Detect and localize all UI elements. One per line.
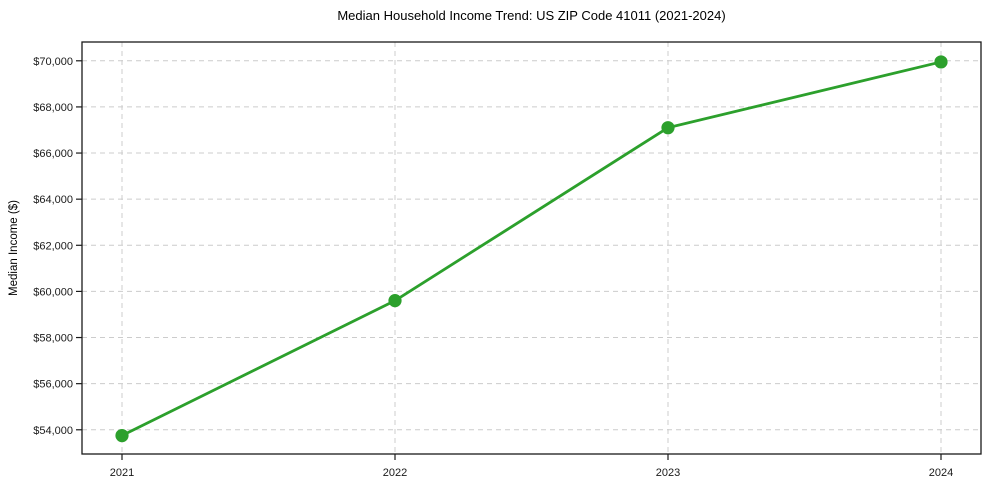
- y-tick-label: $56,000: [33, 379, 73, 391]
- chart-title: Median Household Income Trend: US ZIP Co…: [337, 8, 726, 23]
- y-tick-label: $62,000: [33, 240, 73, 252]
- data-point-2022: [388, 294, 402, 308]
- y-tick-label: $54,000: [33, 425, 73, 437]
- plot-border: [81, 41, 982, 455]
- y-tick-label: $70,000: [33, 56, 73, 68]
- y-tick-label: $66,000: [33, 148, 73, 160]
- data-point-2021: [115, 428, 129, 443]
- y-tick-label: $60,000: [33, 286, 73, 298]
- x-tick-label: 2021: [110, 467, 134, 479]
- y-tick-label: $58,000: [33, 333, 73, 345]
- trend-line: [120, 60, 943, 437]
- x-tick-label: 2024: [929, 467, 953, 479]
- y-tick-label: $68,000: [33, 102, 73, 114]
- x-tick-label: 2023: [656, 467, 680, 479]
- x-tick-label: 2022: [383, 467, 407, 479]
- y-tick-label: $64,000: [33, 194, 73, 206]
- data-point-2024: [934, 55, 948, 69]
- data-point-2023: [661, 121, 675, 135]
